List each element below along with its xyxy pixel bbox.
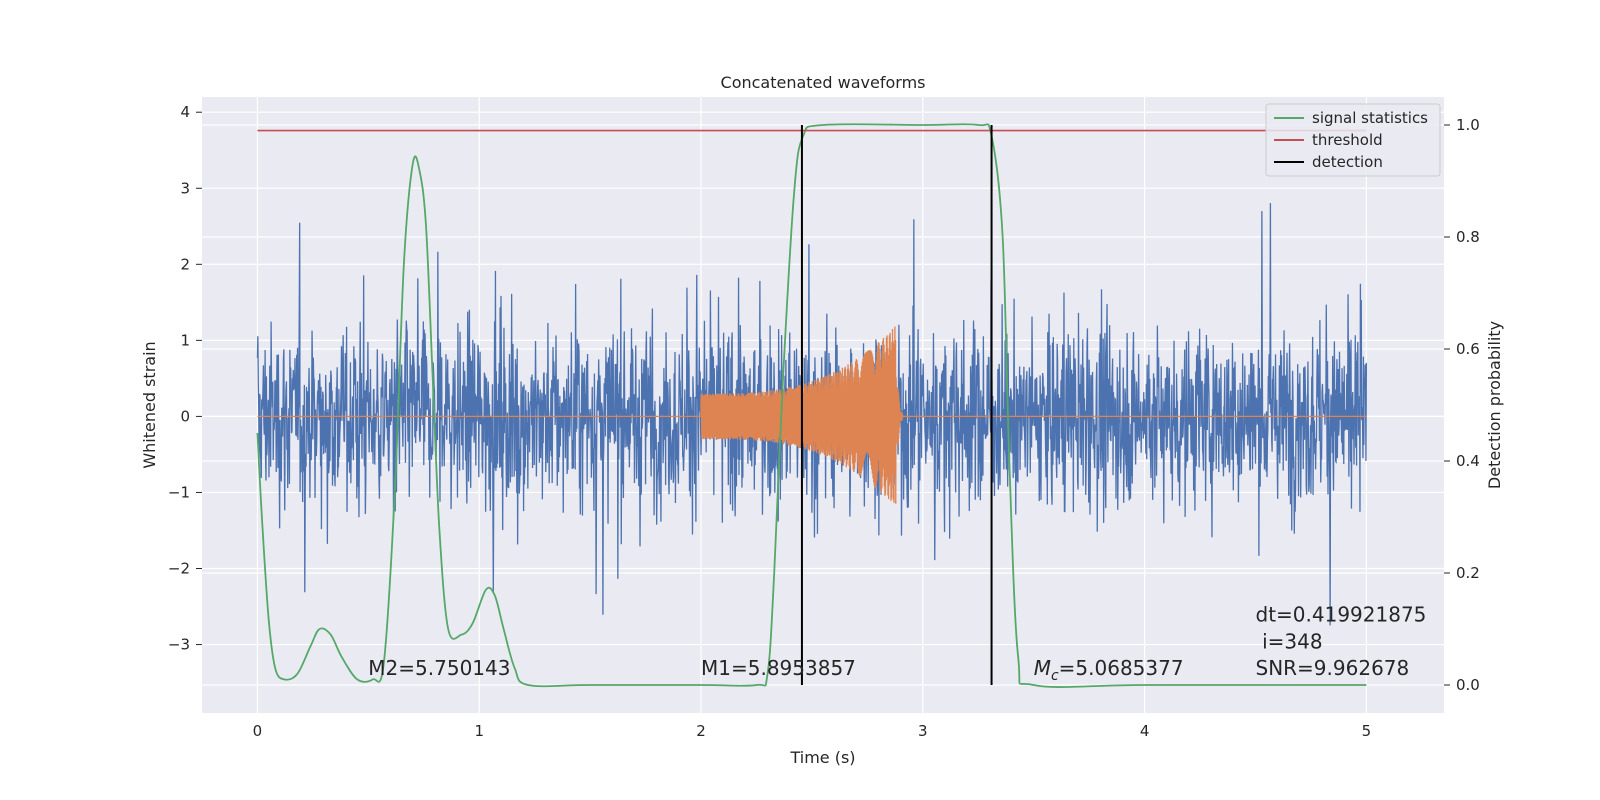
series-layer bbox=[256, 123, 1368, 688]
annotation-dt: dt=0.419921875 bbox=[1256, 603, 1427, 627]
legend: signal statistics threshold detection bbox=[1265, 103, 1441, 177]
legend-label: signal statistics bbox=[1312, 109, 1428, 127]
x-tick-label: 5 bbox=[1362, 722, 1372, 740]
legend-frame bbox=[1265, 103, 1441, 177]
y-right-ticks: 0.0 0.2 0.4 0.6 0.8 1.0 bbox=[1444, 116, 1480, 694]
annotation-mc: Mc=5.0685377 bbox=[1034, 656, 1184, 684]
y-right-tick-label: 0.4 bbox=[1456, 452, 1480, 470]
legend-label: threshold bbox=[1312, 131, 1383, 149]
annotation-iteration: i=348 bbox=[1262, 629, 1323, 653]
x-tick-label: 0 bbox=[253, 722, 263, 740]
x-tick-label: 2 bbox=[696, 722, 706, 740]
annotation-mc-subscript: c bbox=[1051, 668, 1059, 684]
y-left-tick-label: −1 bbox=[168, 483, 190, 501]
y-right-tick-label: 0.2 bbox=[1456, 564, 1480, 582]
x-ticks: 0 1 2 3 4 5 bbox=[253, 722, 1371, 740]
x-tick-label: 4 bbox=[1140, 722, 1150, 740]
x-tick-label: 3 bbox=[918, 722, 928, 740]
annotation-snr: SNR=9.962678 bbox=[1256, 656, 1410, 680]
x-tick-label: 1 bbox=[474, 722, 484, 740]
chart-title: Concatenated waveforms bbox=[721, 73, 926, 92]
y-left-tick-label: −2 bbox=[168, 560, 190, 578]
y-right-tick-label: 0.8 bbox=[1456, 228, 1480, 246]
y-right-tick-label: 1.0 bbox=[1456, 116, 1480, 134]
y-left-ticks: −3 −2 −1 0 1 2 3 4 bbox=[168, 103, 202, 654]
y-left-tick-label: −3 bbox=[168, 636, 190, 654]
annotation-mc-symbol: M bbox=[1034, 656, 1051, 680]
y-axis-right-label: Detection probability bbox=[1485, 321, 1504, 489]
y-left-tick-label: 2 bbox=[180, 255, 190, 273]
annotations: M2=5.750143 M1=5.8953857 Mc=5.0685377 dt… bbox=[368, 603, 1426, 684]
series-noisy-strain bbox=[256, 203, 1368, 626]
y-right-tick-label: 0.6 bbox=[1456, 340, 1480, 358]
y-left-tick-label: 0 bbox=[180, 407, 190, 425]
y-axis-left-label: Whitened strain bbox=[140, 341, 159, 468]
annotation-m1: M1=5.8953857 bbox=[701, 656, 856, 680]
legend-label: detection bbox=[1312, 153, 1383, 171]
y-left-tick-label: 3 bbox=[180, 179, 190, 197]
annotation-m2: M2=5.750143 bbox=[368, 656, 510, 680]
annotation-mc-value: =5.0685377 bbox=[1059, 656, 1184, 680]
y-right-tick-label: 0.0 bbox=[1456, 676, 1480, 694]
x-axis-label: Time (s) bbox=[789, 748, 855, 767]
y-left-tick-label: 1 bbox=[180, 331, 190, 349]
y-left-tick-label: 4 bbox=[180, 103, 190, 121]
